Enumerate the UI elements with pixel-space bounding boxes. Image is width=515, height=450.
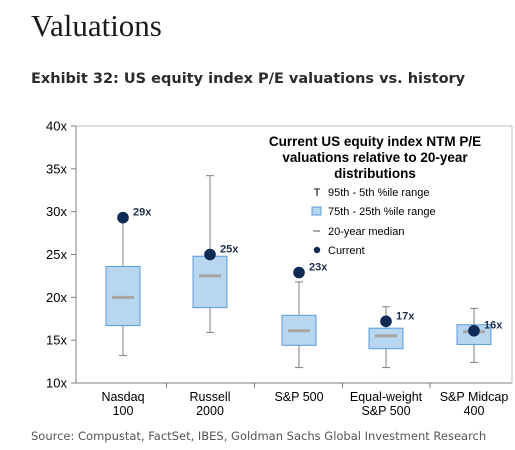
legend-item-range: T 95th - 5th %ile range (314, 187, 430, 199)
x-category-label: S&P 500 (274, 390, 323, 404)
x-category-label: 400 (464, 404, 485, 418)
legend-label: 20-year median (328, 226, 404, 238)
legend-item-median: 20-year median (313, 226, 404, 238)
iqr-box (192, 255, 228, 309)
box-group: 25x (192, 175, 239, 333)
iqr-box (368, 327, 404, 350)
legend-label: 75th - 25th %ile range (328, 206, 436, 218)
y-tick-label: 40x (46, 119, 67, 134)
chart-title-line: distributions (334, 166, 416, 181)
chart-title-line: Current US equity index NTM P/E (269, 134, 481, 149)
chart-title: Current US equity index NTM P/E valuatio… (269, 134, 481, 181)
current-marker (380, 315, 392, 328)
current-value-label: 29x (133, 207, 152, 219)
y-ticks: 10x 15x 20x 25x 30x 35x 40x (46, 119, 76, 391)
legend-label: 95th - 5th %ile range (328, 187, 430, 199)
current-value-label: 17x (396, 310, 415, 322)
legend-item-current: Current (313, 245, 365, 257)
x-category-label: 2000 (196, 404, 224, 418)
legend-whisker-symbol: T (314, 187, 321, 199)
y-tick-label: 35x (46, 161, 67, 176)
x-category-label: 100 (113, 404, 134, 418)
legend-box-symbol (311, 206, 322, 216)
iqr-box (281, 314, 317, 346)
box-group: 16x (456, 307, 503, 363)
legend-item-iqr: 75th - 25th %ile range (311, 206, 436, 218)
x-category-label: Nasdaq (101, 390, 144, 404)
current-marker (117, 211, 129, 224)
current-value-label: 16x (484, 320, 503, 332)
box-group: 23x (281, 261, 328, 369)
current-marker (204, 248, 216, 261)
x-category-label: Russell (190, 390, 231, 404)
legend-label: Current (328, 245, 365, 257)
x-category-label: Equal-weight (350, 390, 423, 404)
current-value-label: 23x (309, 261, 328, 273)
box-series: 29x 25x 23x 17x 16x (105, 175, 503, 369)
exhibit-subtitle: Exhibit 32: US equity index P/E valuatio… (31, 71, 466, 87)
legend-current-symbol (313, 246, 321, 254)
y-tick-label: 20x (46, 290, 67, 305)
box-group: 17x (368, 306, 415, 369)
source-note: Source: Compustat, FactSet, IBES, Goldma… (31, 429, 487, 443)
y-axis: 10x 15x 20x 25x 30x 35x 40x (46, 119, 77, 391)
current-marker (468, 324, 480, 337)
current-marker (293, 266, 305, 279)
y-tick-label: 15x (46, 333, 67, 348)
current-value-label: 25x (220, 244, 239, 256)
y-tick-label: 10x (46, 376, 67, 391)
box-group: 29x (105, 207, 152, 357)
chart-title-line: valuations relative to 20-year (282, 150, 468, 165)
chart-container: 10x 15x 20x 25x 30x 35x 40x Nasdaq 100 Russell 20… (0, 110, 515, 428)
y-tick-label: 25x (46, 247, 67, 262)
x-category-label: S&P Midcap (440, 390, 509, 404)
page-title: Valuations (31, 8, 162, 43)
x-category-label: S&P 500 (361, 404, 410, 418)
chart-legend: T 95th - 5th %ile range 75th - 25th %ile… (311, 187, 436, 257)
y-tick-label: 30x (46, 204, 67, 219)
